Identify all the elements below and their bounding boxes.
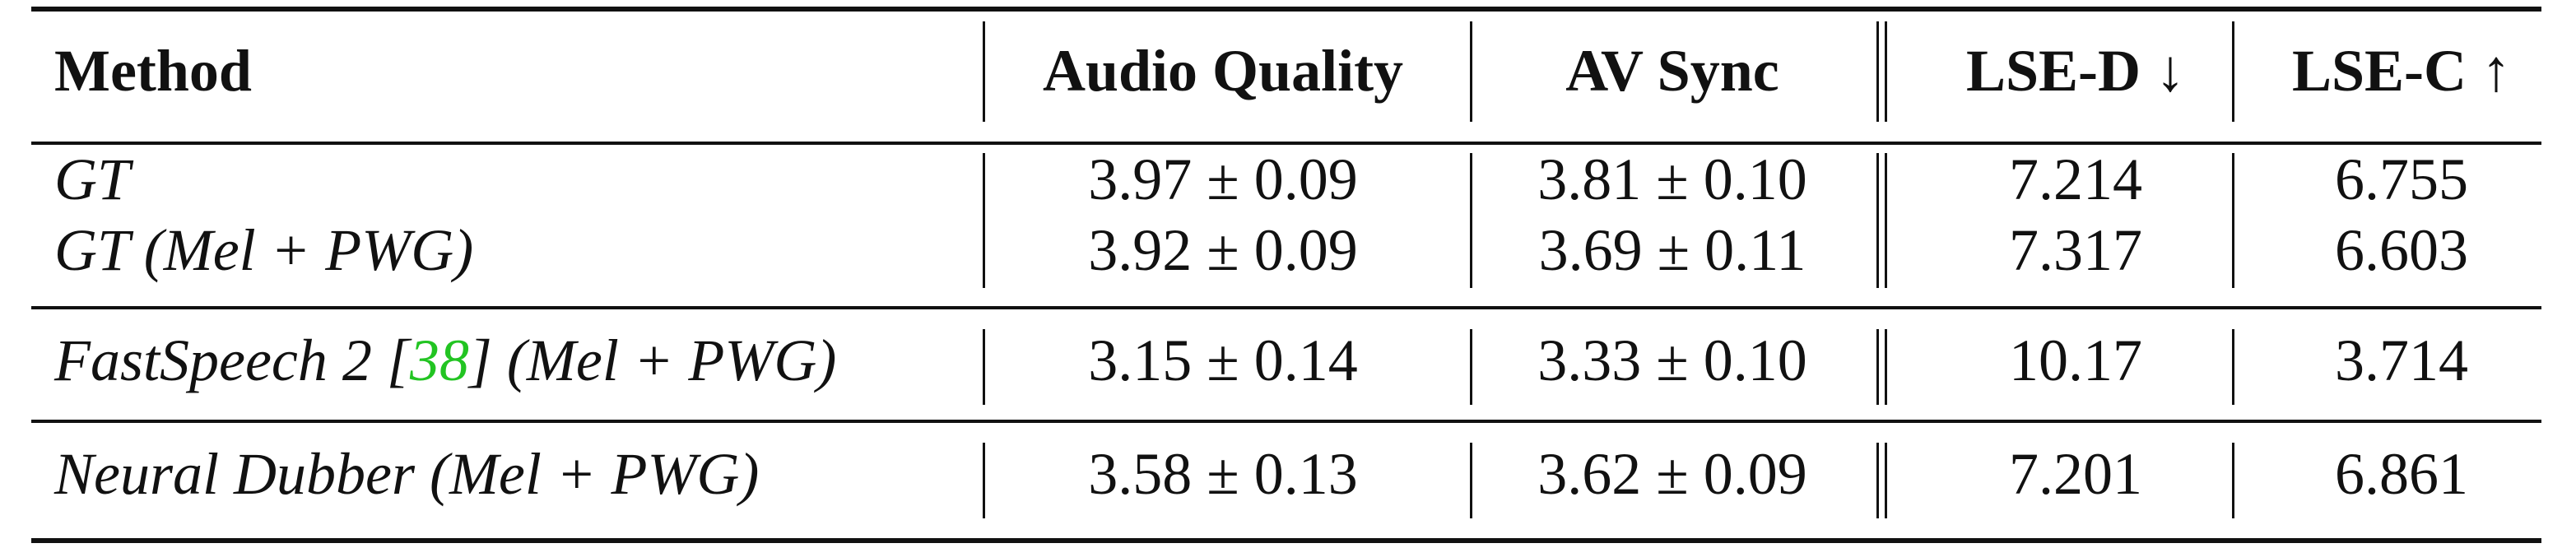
column-separator xyxy=(2232,21,2234,122)
column-separator xyxy=(1876,153,1879,288)
table-cell-lse-c: 6.603 xyxy=(2335,217,2468,283)
table-cell-lse-c: 6.861 xyxy=(2335,441,2468,507)
table-cell-lse-d: 7.201 xyxy=(2009,441,2142,507)
column-separator xyxy=(2232,443,2234,518)
header-rule xyxy=(31,142,2541,145)
table-cell-audio-quality: 3.92 ± 0.09 xyxy=(1088,217,1358,283)
top-rule xyxy=(31,7,2541,12)
table-row-method: GT (Mel + PWG) xyxy=(54,217,474,283)
header-method: Method xyxy=(54,38,252,104)
table-cell-audio-quality: 3.97 ± 0.09 xyxy=(1088,146,1358,212)
column-separator xyxy=(983,153,985,288)
table-cell-av-sync: 3.33 ± 0.10 xyxy=(1537,327,1807,393)
column-separator xyxy=(983,329,985,405)
table-cell-av-sync: 3.81 ± 0.10 xyxy=(1537,146,1807,212)
column-separator xyxy=(2232,329,2234,405)
column-separator xyxy=(2232,153,2234,288)
column-separator xyxy=(1470,153,1472,288)
table-cell-lse-c: 6.755 xyxy=(2335,146,2468,212)
column-separator xyxy=(1876,21,1879,122)
column-separator xyxy=(1885,153,1887,288)
table-row-method: GT xyxy=(54,146,131,212)
table-row-method: Neural Dubber (Mel + PWG) xyxy=(54,441,760,507)
header-audio-quality: Audio Quality xyxy=(1042,38,1404,104)
table-cell-lse-d: 7.317 xyxy=(2009,217,2142,283)
column-separator xyxy=(1470,443,1472,518)
table-cell-lse-c: 3.714 xyxy=(2335,327,2468,393)
column-separator xyxy=(1885,329,1887,405)
column-separator xyxy=(983,21,985,122)
header-av-sync: AV Sync xyxy=(1565,38,1779,104)
column-separator xyxy=(983,443,985,518)
table-cell-av-sync: 3.69 ± 0.11 xyxy=(1538,217,1806,283)
column-separator xyxy=(1885,443,1887,518)
bottom-rule xyxy=(31,538,2541,543)
table-row-method: FastSpeech 2 [38] (Mel + PWG) xyxy=(54,331,836,390)
header-lse-d: LSE-D ↓ xyxy=(1965,38,2186,104)
group-rule-2 xyxy=(31,420,2541,423)
header-lse-c: LSE-C ↑ xyxy=(2291,38,2512,104)
table-cell-lse-d: 10.17 xyxy=(2009,327,2142,393)
column-separator xyxy=(1470,329,1472,405)
column-separator xyxy=(1876,443,1879,518)
group-rule-1 xyxy=(31,306,2541,309)
table-cell-audio-quality: 3.58 ± 0.13 xyxy=(1088,441,1358,507)
method-suffix: ] (Mel + PWG) xyxy=(468,327,837,393)
table-cell-av-sync: 3.62 ± 0.09 xyxy=(1537,441,1807,507)
table-cell-audio-quality: 3.15 ± 0.14 xyxy=(1088,327,1358,393)
column-separator xyxy=(1470,21,1472,122)
column-separator xyxy=(1885,21,1887,122)
method-name: FastSpeech 2 [ xyxy=(54,327,410,393)
column-separator xyxy=(1876,329,1879,405)
table-cell-lse-d: 7.214 xyxy=(2009,146,2142,212)
citation-link[interactable]: 38 xyxy=(409,327,469,393)
